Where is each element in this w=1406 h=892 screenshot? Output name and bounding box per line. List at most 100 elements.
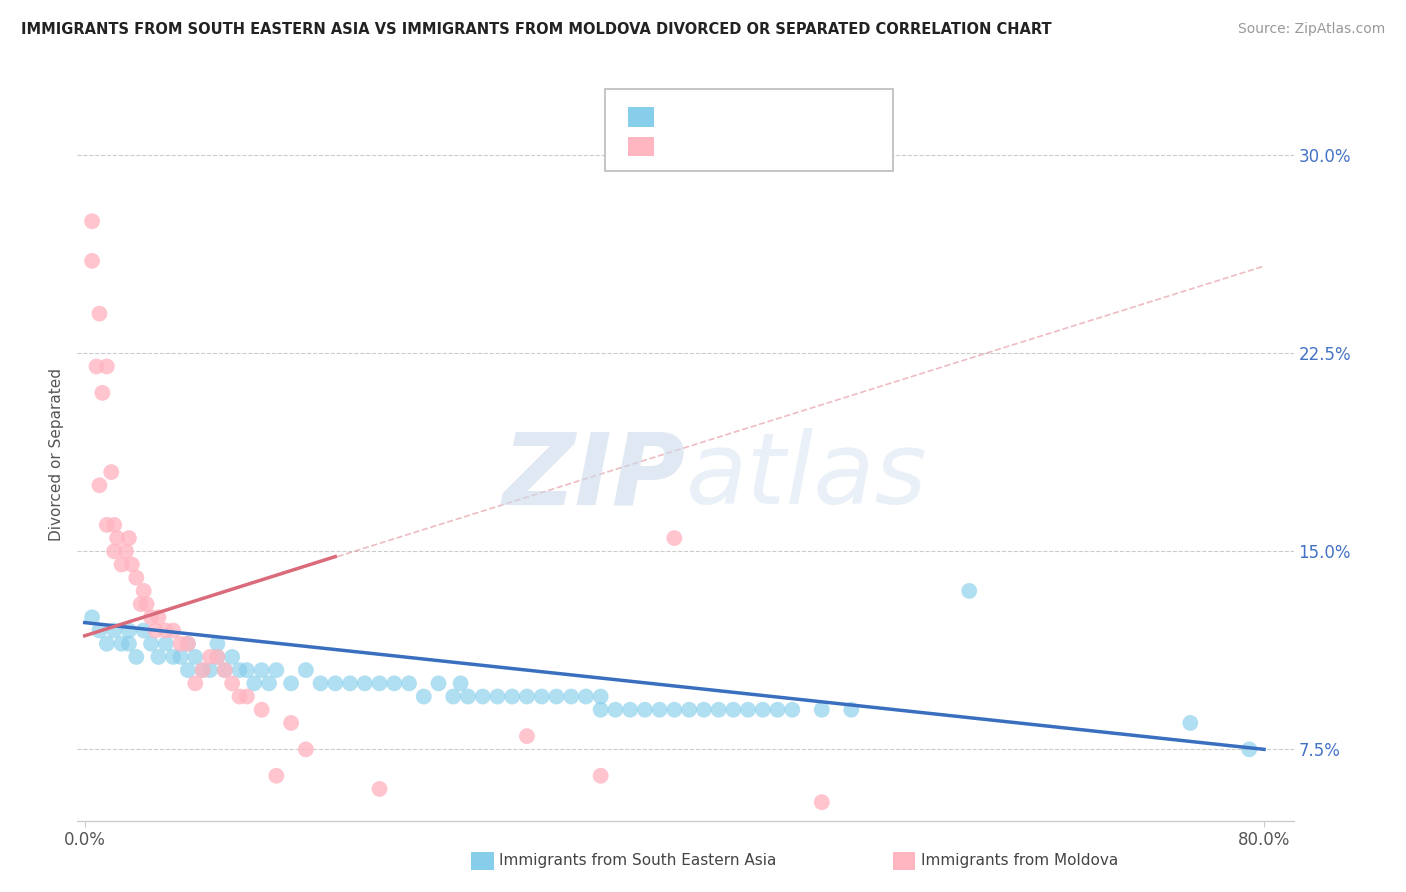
Point	[91, 385, 114, 400]
Point	[100, 465, 122, 479]
Point	[648, 703, 671, 717]
Point	[323, 676, 346, 690]
Point	[575, 690, 598, 704]
Point	[207, 649, 229, 664]
Point	[118, 531, 141, 545]
Point	[110, 637, 132, 651]
Point	[80, 253, 103, 268]
Point	[752, 703, 775, 717]
Point	[86, 359, 108, 374]
Point	[207, 649, 229, 664]
Point	[103, 624, 125, 638]
Point	[184, 676, 207, 690]
Point	[280, 715, 302, 730]
Point	[266, 769, 288, 783]
Point	[1239, 742, 1261, 756]
Point	[236, 690, 259, 704]
Point	[121, 558, 143, 572]
Point	[177, 663, 200, 677]
Text: IMMIGRANTS FROM SOUTH EASTERN ASIA VS IMMIGRANTS FROM MOLDOVA DIVORCED OR SEPARA: IMMIGRANTS FROM SOUTH EASTERN ASIA VS IM…	[21, 22, 1052, 37]
Point	[162, 649, 184, 664]
Point	[257, 676, 280, 690]
Point	[139, 637, 162, 651]
Point	[309, 676, 332, 690]
Point	[118, 624, 141, 638]
Point	[353, 676, 375, 690]
Point	[457, 690, 479, 704]
Text: Immigrants from South Eastern Asia: Immigrants from South Eastern Asia	[499, 854, 776, 868]
Point	[89, 307, 111, 321]
Point	[368, 781, 391, 796]
Point	[80, 610, 103, 624]
Point	[382, 676, 405, 690]
Text: 44: 44	[804, 139, 825, 153]
Point	[295, 742, 318, 756]
Point	[96, 359, 118, 374]
Point	[148, 649, 170, 664]
Point	[228, 690, 250, 704]
Text: -0.248: -0.248	[699, 110, 754, 125]
Point	[412, 690, 434, 704]
Point	[89, 478, 111, 492]
Point	[486, 690, 509, 704]
Point	[450, 676, 472, 690]
Point	[198, 663, 221, 677]
Point	[664, 531, 686, 545]
Point	[295, 663, 318, 677]
Point	[155, 637, 177, 651]
Point	[766, 703, 789, 717]
Point	[177, 637, 200, 651]
Point	[191, 663, 214, 677]
Point	[177, 637, 200, 651]
Point	[103, 544, 125, 558]
Point	[589, 703, 612, 717]
Point	[184, 649, 207, 664]
Point	[169, 637, 191, 651]
Point	[605, 703, 627, 717]
Point	[96, 517, 118, 532]
Y-axis label: Divorced or Separated: Divorced or Separated	[49, 368, 65, 541]
Point	[132, 624, 155, 638]
Point	[589, 690, 612, 704]
Point	[103, 517, 125, 532]
Point	[398, 676, 420, 690]
Point	[634, 703, 657, 717]
Point	[1180, 715, 1202, 730]
Point	[501, 690, 523, 704]
Point	[125, 649, 148, 664]
Point	[110, 558, 132, 572]
Point	[89, 624, 111, 638]
Point	[80, 214, 103, 228]
Point	[125, 571, 148, 585]
Point	[228, 663, 250, 677]
Point	[191, 663, 214, 677]
Point	[207, 637, 229, 651]
Point	[516, 729, 538, 743]
Point	[546, 690, 568, 704]
Point	[266, 663, 288, 677]
Point	[839, 703, 862, 717]
Text: ZIP: ZIP	[502, 428, 686, 525]
Text: Source: ZipAtlas.com: Source: ZipAtlas.com	[1237, 22, 1385, 37]
Text: 71: 71	[804, 110, 825, 125]
Point	[118, 637, 141, 651]
Text: R =: R =	[665, 110, 699, 125]
Text: R =: R =	[665, 139, 699, 153]
Point	[139, 610, 162, 624]
Point	[105, 531, 128, 545]
Point	[678, 703, 700, 717]
Point	[589, 769, 612, 783]
Point	[115, 544, 138, 558]
Point	[169, 649, 191, 664]
Point	[214, 663, 236, 677]
Text: N =: N =	[769, 110, 803, 125]
Text: N =: N =	[769, 139, 803, 153]
Point	[250, 663, 273, 677]
Point	[810, 795, 832, 809]
Point	[619, 703, 641, 717]
Point	[243, 676, 266, 690]
Point	[664, 703, 686, 717]
Point	[96, 637, 118, 651]
Point	[145, 624, 167, 638]
Point	[221, 676, 243, 690]
